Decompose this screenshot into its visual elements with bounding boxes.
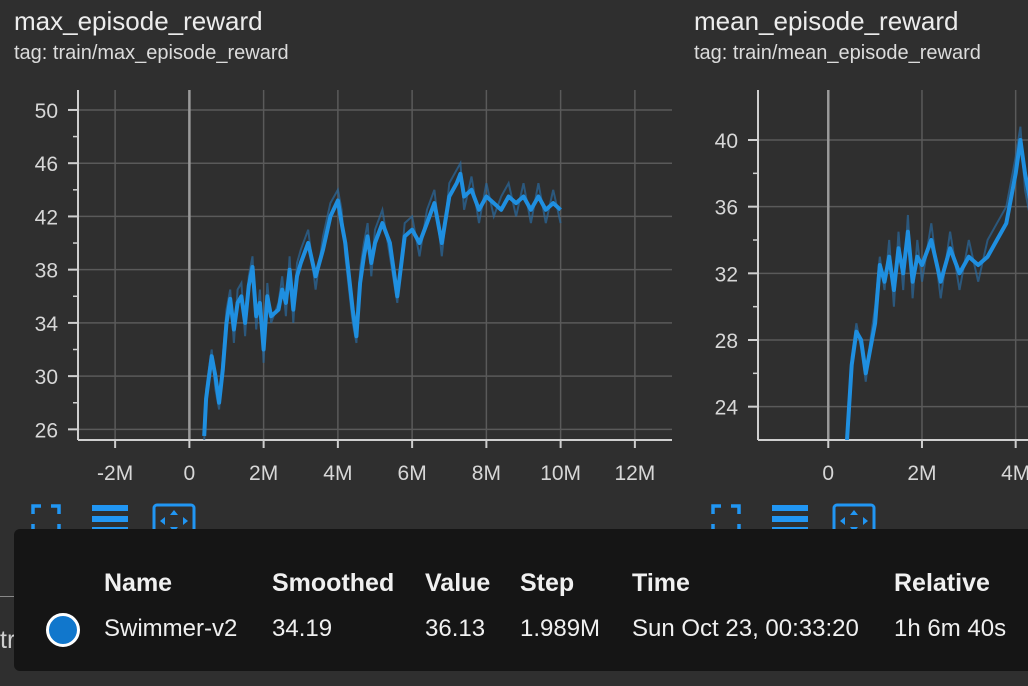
x-tick-label: 8M xyxy=(472,462,501,485)
tooltip-relative: 1h 6m 40s xyxy=(894,615,1007,642)
y-tick-label: 46 xyxy=(35,153,58,176)
y-tick-label: 24 xyxy=(715,397,739,420)
fullscreen-button[interactable] xyxy=(30,503,70,539)
y-tick-label: 28 xyxy=(715,330,738,353)
chart-tag: tag: train/max_episode_reward xyxy=(14,42,289,64)
fullscreen-icon xyxy=(31,504,61,534)
y-tick-label: 38 xyxy=(35,260,58,283)
x-tick-label: 4M xyxy=(323,462,352,485)
line-chart-mean-episode-reward[interactable]: 242832364002M4M6M xyxy=(680,80,1028,500)
x-tick-label: 0 xyxy=(184,462,196,485)
toggle-data-table-button[interactable] xyxy=(770,503,810,530)
y-tick-label: 30 xyxy=(35,366,58,389)
line-chart-max-episode-reward[interactable]: 26 30 34 38 42 46 50 -2M 0 2M 4M 6M 8M 10M 12M xyxy=(0,80,690,500)
series-color-dot xyxy=(46,613,80,647)
x-tick-label: 4M xyxy=(1001,462,1028,485)
series-raw-line xyxy=(203,159,562,440)
x-tick-label: -2M xyxy=(97,462,133,485)
fullscreen-button[interactable] xyxy=(710,503,750,530)
section-divider xyxy=(0,596,14,597)
tooltip-header-name: Name xyxy=(104,569,173,597)
tooltip-header-step: Step xyxy=(520,569,575,597)
series-smoothed-line xyxy=(202,171,562,437)
series-smoothed-line xyxy=(845,138,1028,440)
chart-tag: tag: train/mean_episode_reward xyxy=(694,42,981,64)
chart-card-max-episode-reward: max_episode_reward tag: train/max_episod… xyxy=(0,6,690,539)
fit-domain-icon xyxy=(832,503,876,530)
x-tick-label: 2M xyxy=(249,462,278,485)
tooltip-value: 36.13 xyxy=(425,615,486,642)
x-tick-label: 2M xyxy=(907,462,936,485)
tooltip-smoothed-value: 34.19 xyxy=(272,615,333,642)
x-tick-label: 0 xyxy=(822,462,834,485)
tooltip-run-name: Swimmer-v2 xyxy=(104,615,238,642)
y-tick-label: 34 xyxy=(35,313,59,336)
tooltip-time: Sun Oct 23, 00:33:20 xyxy=(632,615,859,642)
chart-title: max_episode_reward xyxy=(14,6,263,36)
tooltip-step: 1.989M xyxy=(520,615,601,642)
y-tick-label: 36 xyxy=(715,197,738,220)
x-tick-label: 12M xyxy=(614,462,655,485)
chart-title: mean_episode_reward xyxy=(694,6,959,36)
x-tick-label: 10M xyxy=(540,462,581,485)
tooltip-header-relative: Relative xyxy=(894,569,990,597)
chart-card-mean-episode-reward: mean_episode_reward tag: train/mean_epis… xyxy=(680,0,1028,530)
fit-domain-button[interactable] xyxy=(832,503,876,530)
tooltip-header-time: Time xyxy=(632,569,690,597)
series-raw-line xyxy=(846,126,1028,440)
y-tick-label: 26 xyxy=(35,419,58,442)
tooltip-header-value: Value xyxy=(425,569,491,597)
y-tick-label: 50 xyxy=(35,100,58,123)
y-tick-label: 42 xyxy=(35,206,58,229)
y-tick-label: 32 xyxy=(715,263,738,286)
tooltip-header-smoothed: Smoothed xyxy=(272,569,395,597)
hover-tooltip: Name Smoothed Value Step Time Relative S… xyxy=(14,529,1028,671)
y-tick-label: 40 xyxy=(715,130,738,153)
grid xyxy=(68,90,672,448)
data-table-icon xyxy=(772,505,808,530)
x-tick-label: 6M xyxy=(398,462,427,485)
fullscreen-icon xyxy=(711,504,741,530)
